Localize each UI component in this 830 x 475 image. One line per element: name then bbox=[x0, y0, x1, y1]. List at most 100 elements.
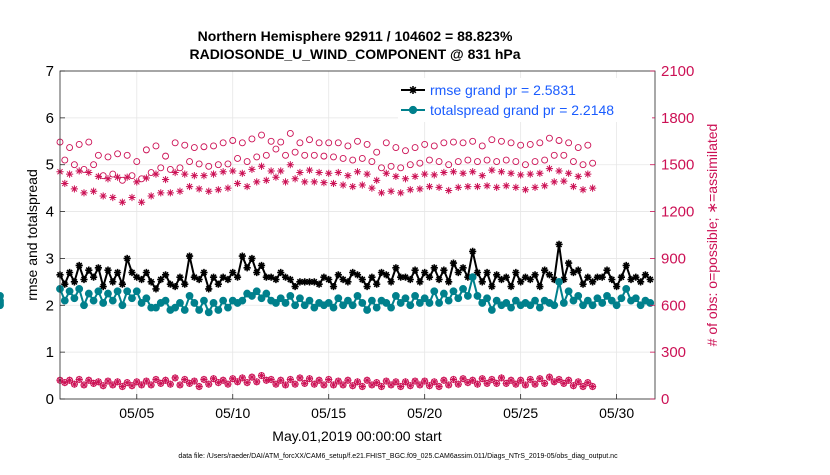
totalspread-point bbox=[324, 299, 333, 307]
possible-point bbox=[560, 151, 568, 159]
possible-point bbox=[387, 162, 395, 170]
assimilated-bottom-point bbox=[75, 375, 83, 384]
assimilated-point bbox=[421, 170, 429, 178]
y-tick-label-right: 1500 bbox=[661, 157, 694, 174]
assimilated-bottom-point bbox=[497, 374, 506, 382]
rmse-point bbox=[579, 280, 587, 288]
totalspread-point bbox=[463, 292, 472, 300]
totalspread-point bbox=[84, 289, 93, 298]
possible-point bbox=[138, 175, 146, 183]
assimilated-bottom-point bbox=[550, 378, 558, 386]
assimilated-point bbox=[387, 187, 395, 195]
possible-point bbox=[584, 141, 592, 149]
assimilated-bottom-point bbox=[334, 377, 342, 385]
assimilated-point bbox=[377, 189, 386, 197]
assimilated-bottom-point bbox=[574, 378, 582, 386]
totalspread-point bbox=[190, 299, 199, 307]
assimilated-point bbox=[152, 170, 160, 178]
x-tick-label: 05/05 bbox=[119, 405, 154, 421]
totalspread-point bbox=[219, 296, 228, 305]
axis-bottom: 05/05 05/10 05/15 05/20 05/25 05/30 bbox=[119, 394, 634, 421]
possible-point bbox=[526, 140, 534, 148]
possible-point bbox=[99, 172, 107, 180]
totalspread-point bbox=[564, 287, 573, 296]
possible-point bbox=[66, 144, 74, 151]
rmse-point bbox=[555, 240, 563, 248]
assimilated-point bbox=[85, 168, 93, 177]
assimilated-bottom-point bbox=[109, 381, 117, 389]
possible-point bbox=[454, 158, 462, 166]
possible-point bbox=[248, 135, 256, 143]
assimilated-bottom-point bbox=[118, 382, 126, 391]
axis-right: 0 300 600 900 1200 1500 1800 2100 bbox=[650, 63, 694, 408]
possible-point bbox=[205, 162, 213, 170]
assimilated-bottom-point bbox=[349, 382, 357, 390]
rmse-point bbox=[118, 280, 126, 288]
assimilated-bottom-point bbox=[469, 376, 477, 384]
totalspread-point bbox=[550, 301, 559, 310]
assimilated-point bbox=[142, 174, 150, 182]
totalspread-point bbox=[411, 292, 419, 300]
assimilated-point bbox=[89, 187, 98, 195]
totalspread-point bbox=[353, 292, 362, 300]
assimilated-point bbox=[99, 192, 107, 200]
rmse-point bbox=[253, 268, 261, 277]
assimilated-bottom-point bbox=[301, 379, 309, 387]
assimilated-point bbox=[344, 172, 352, 180]
possible-point bbox=[402, 147, 409, 155]
rmse-point bbox=[339, 275, 347, 284]
totalspread-point bbox=[142, 294, 151, 303]
totalspread-point bbox=[344, 296, 352, 305]
assimilated-bottom-point bbox=[416, 381, 424, 389]
rmse-point bbox=[560, 275, 568, 284]
possible-point bbox=[502, 156, 510, 164]
assimilated-bottom-point bbox=[344, 376, 352, 384]
assimilated-bottom-point bbox=[181, 375, 189, 384]
possible-point bbox=[464, 156, 472, 164]
assimilated-point bbox=[358, 181, 366, 189]
assimilated-point bbox=[147, 192, 155, 200]
totalspread-point bbox=[224, 303, 232, 312]
totalspread-point bbox=[348, 301, 357, 310]
assimilated-point bbox=[401, 175, 410, 183]
rmse-point bbox=[459, 264, 467, 272]
rmse-point bbox=[497, 275, 506, 284]
rmse-point bbox=[397, 273, 405, 281]
totalspread-point bbox=[367, 296, 376, 305]
possible-point bbox=[61, 156, 69, 164]
rmse-point bbox=[281, 273, 290, 281]
assimilated-bottom-point bbox=[152, 375, 160, 384]
x-axis-label: May.01,2019 00:00:00 start bbox=[272, 428, 442, 444]
totalspread-point bbox=[99, 299, 108, 307]
possible-point bbox=[416, 159, 424, 167]
assimilated-bottom-point bbox=[166, 380, 174, 388]
assimilated-bottom-point bbox=[61, 379, 69, 387]
possible-point bbox=[171, 139, 179, 147]
totalspread-point bbox=[291, 301, 300, 310]
possible-point bbox=[565, 139, 573, 147]
assimilated-bottom-point bbox=[224, 380, 232, 388]
y-tick-label-right: 1800 bbox=[661, 110, 694, 127]
assimilated-bottom-point bbox=[147, 381, 155, 389]
axis-left: 0 1 2 3 4 5 6 7 bbox=[46, 63, 65, 408]
assimilated-bottom-point bbox=[99, 382, 107, 390]
assimilated-point bbox=[536, 169, 544, 177]
rmse-point bbox=[603, 266, 611, 274]
rmse-point bbox=[377, 268, 386, 277]
totalspread-point bbox=[185, 292, 194, 300]
possible-point bbox=[550, 151, 558, 159]
assimilated-point bbox=[281, 178, 290, 186]
rmse-point bbox=[296, 278, 304, 286]
assimilated-bottom-point bbox=[176, 381, 184, 389]
series-rmse bbox=[56, 240, 654, 293]
rmse-point bbox=[449, 259, 458, 267]
assimilated-bottom-point bbox=[219, 376, 227, 384]
assimilated-point bbox=[310, 178, 318, 186]
assimilated-bottom-point bbox=[464, 379, 472, 387]
rmse-point bbox=[272, 275, 280, 284]
rmse-point bbox=[550, 275, 558, 284]
totalspread-point bbox=[401, 294, 410, 303]
assimilated-point bbox=[493, 183, 501, 191]
assimilated-point bbox=[445, 186, 453, 195]
possible-point bbox=[334, 139, 342, 147]
